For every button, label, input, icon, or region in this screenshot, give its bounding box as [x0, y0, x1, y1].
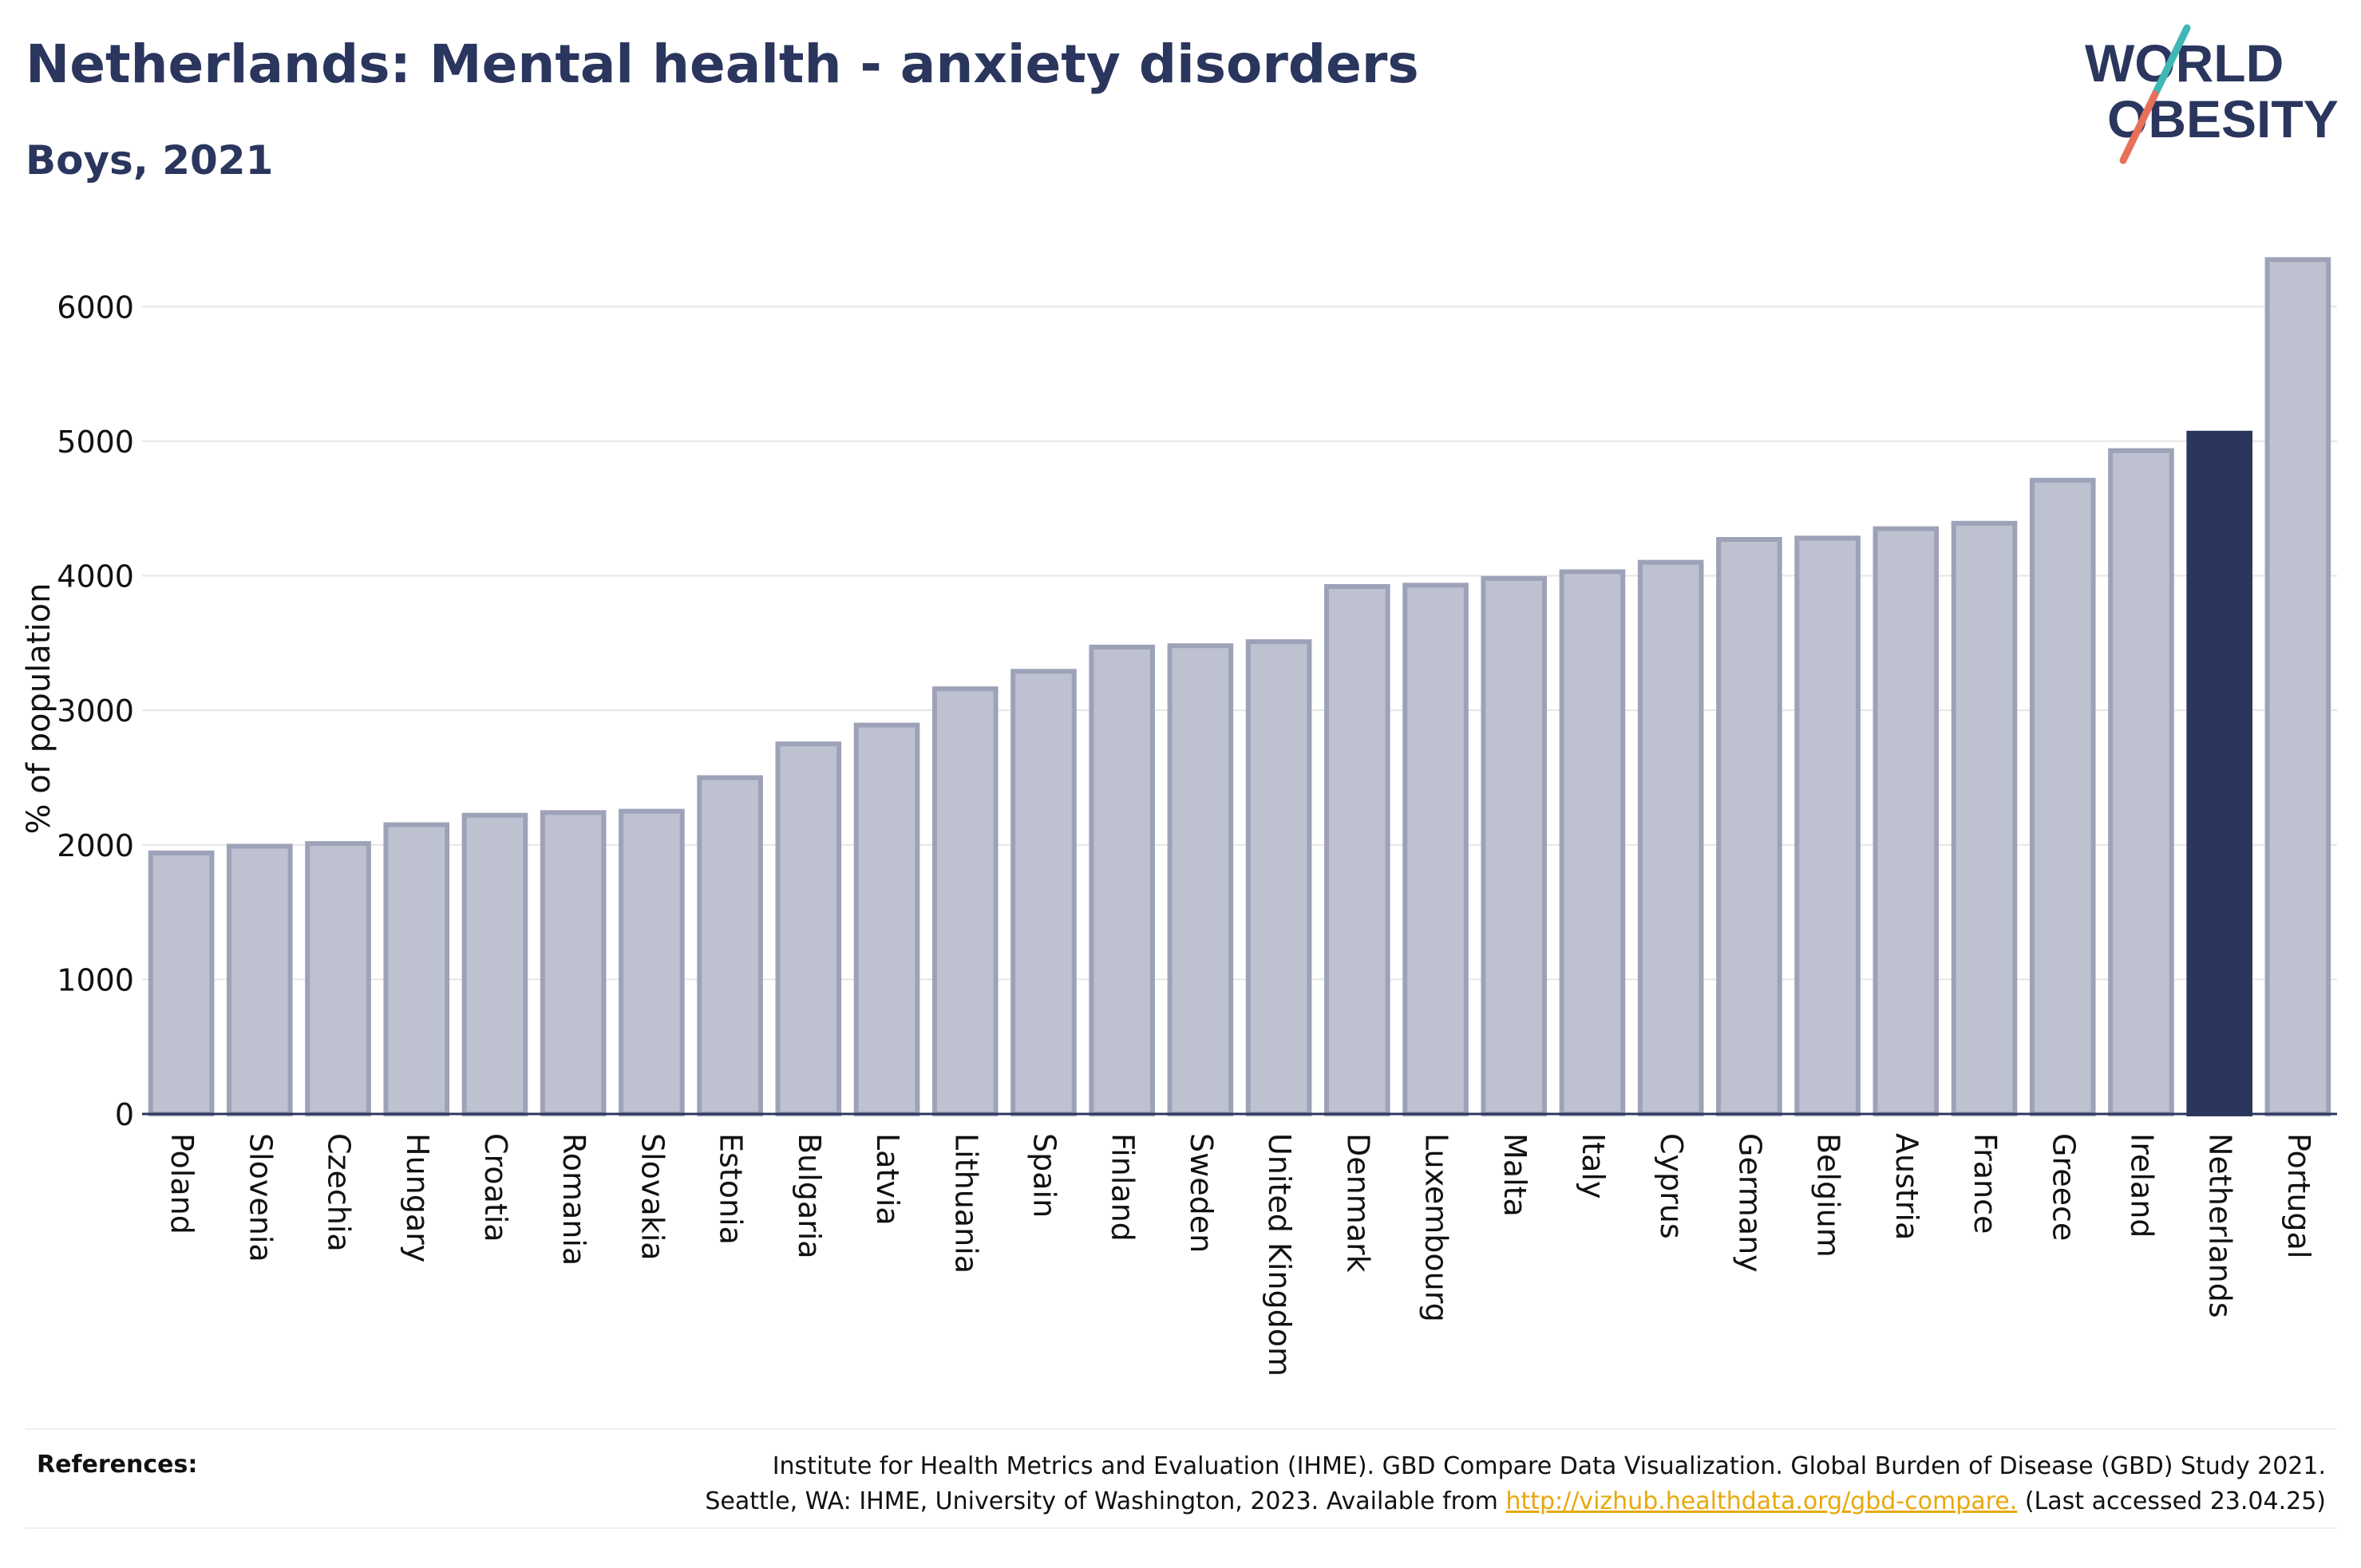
bar: [1167, 643, 1234, 1116]
bar: [2029, 477, 2096, 1116]
x-tick-label: Finland: [1105, 1133, 1141, 1242]
x-tick-label: Luxembourg: [1419, 1133, 1454, 1322]
world-obesity-logo: WORLD OBESITY: [2085, 24, 2339, 164]
tick-labels: 0 1000 2000 3000 4000 5000 6000 Poland Slovenia C…: [57, 290, 2316, 1376]
logo-slash-top: [2151, 24, 2191, 98]
references-link[interactable]: http://vizhub.healthdata.org/gbd-compare…: [1505, 1487, 2018, 1515]
x-tick-label: Bulgaria: [792, 1133, 827, 1259]
bar: [1794, 535, 1861, 1116]
bar: [461, 812, 528, 1116]
references-line-2-prefix: Seattle, WA: IHME, University of Washing…: [705, 1487, 1506, 1515]
x-tick-label: Sweden: [1184, 1133, 1219, 1253]
references-line-1: Institute for Health Metrics and Evaluat…: [772, 1452, 2326, 1480]
x-tick-label: Belgium: [1811, 1133, 1846, 1258]
bar: [1010, 669, 1077, 1116]
bar: [1873, 526, 1940, 1116]
bar: [697, 775, 763, 1116]
bar: [619, 808, 685, 1116]
y-tick-label: 2000: [57, 828, 134, 863]
references-line-2: Seattle, WA: IHME, University of Washing…: [705, 1484, 2326, 1519]
x-tick-label: Malta: [1497, 1133, 1532, 1217]
x-tick-label: Netherlands: [2203, 1133, 2238, 1318]
logo-slash-bottom: [2119, 90, 2159, 164]
x-tick-label: Poland: [164, 1133, 200, 1234]
x-tick-label: Hungary: [400, 1133, 435, 1262]
bar: [1559, 569, 1626, 1116]
x-tick-label: Italy: [1576, 1133, 1611, 1199]
x-tick-label: Cyprus: [1654, 1133, 1689, 1239]
bar: [853, 722, 920, 1116]
bar: [775, 741, 842, 1116]
references-box: References: Institute for Health Metrics…: [26, 1428, 2337, 1529]
bar: [931, 686, 999, 1116]
bar: [1951, 520, 2018, 1116]
x-tick-label: Czechia: [322, 1133, 357, 1252]
x-tick-label: Estonia: [714, 1133, 749, 1245]
y-tick-label: 1000: [57, 962, 134, 997]
bar: [2108, 448, 2174, 1116]
x-tick-label: France: [1968, 1133, 2003, 1234]
bar: [540, 810, 607, 1116]
bar: [1716, 537, 1782, 1116]
x-tick-label: Latvia: [870, 1133, 905, 1226]
references-text: Institute for Health Metrics and Evaluat…: [705, 1449, 2326, 1519]
references-line-2-suffix: (Last accessed 23.04.25): [2017, 1487, 2326, 1515]
bar: [383, 822, 450, 1116]
x-tick-label: Portugal: [2281, 1133, 2316, 1258]
bars: [148, 257, 2331, 1117]
bar: [2264, 257, 2331, 1116]
references-label: References:: [37, 1451, 198, 1479]
x-tick-label: Germany: [1732, 1133, 1767, 1273]
x-tick-label: Denmark: [1340, 1133, 1375, 1273]
x-tick-label: Romania: [556, 1133, 591, 1266]
x-tick-label: Ireland: [2124, 1133, 2159, 1238]
y-tick-label: 3000: [57, 693, 134, 729]
bar: [1402, 583, 1469, 1116]
bar: [1324, 584, 1390, 1116]
x-tick-label: United Kingdom: [1262, 1133, 1297, 1376]
x-tick-label: Croatia: [478, 1133, 513, 1242]
chart-title: Netherlands: Mental health - anxiety dis…: [26, 34, 1419, 95]
x-tick-label: Spain: [1026, 1133, 1062, 1218]
chart-subtitle: Boys, 2021: [26, 137, 274, 184]
bar: [305, 841, 371, 1117]
y-tick-label: 5000: [57, 425, 134, 460]
y-tick-label: 6000: [57, 290, 134, 325]
bar: [1481, 575, 1548, 1116]
x-tick-label: Lithuania: [948, 1133, 983, 1274]
y-axis-label: % of population: [21, 583, 57, 835]
logo-word-world: WORLD: [2085, 34, 2284, 93]
x-tick-label: Greece: [2046, 1133, 2081, 1241]
x-tick-label: Slovakia: [635, 1133, 670, 1261]
bar: [1637, 559, 1704, 1116]
bar: [227, 843, 293, 1117]
bar-highlight: [2186, 430, 2252, 1116]
bar: [148, 850, 215, 1116]
y-tick-label: 4000: [57, 559, 134, 594]
x-tick-label: Slovenia: [243, 1133, 278, 1262]
bar: [1245, 639, 1312, 1116]
x-tick-label: Austria: [1889, 1133, 1924, 1240]
y-tick-label: 0: [115, 1097, 134, 1132]
bar: [1089, 644, 1155, 1116]
bar-chart: 0 1000 2000 3000 4000 5000 6000 Poland Slovenia C…: [21, 257, 2337, 1376]
